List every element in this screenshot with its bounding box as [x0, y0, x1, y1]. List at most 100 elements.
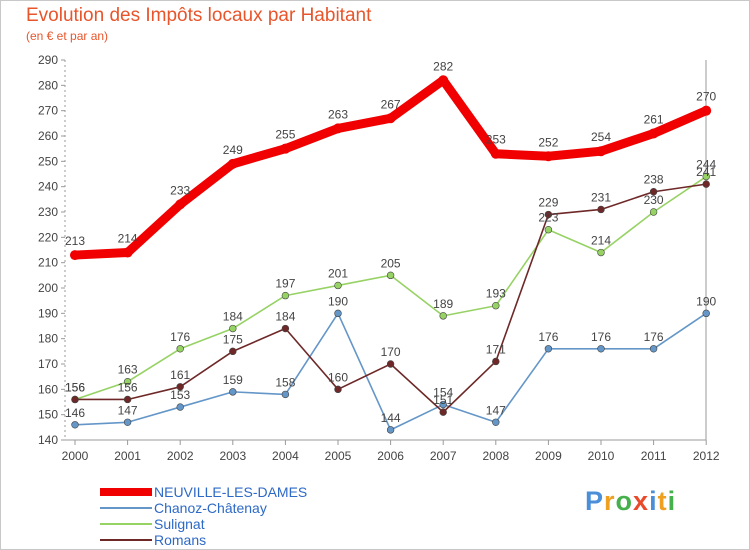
data-point [649, 188, 658, 196]
data-point [333, 123, 343, 134]
y-tick-label: 240 [38, 180, 58, 194]
data-label: 214 [591, 234, 611, 248]
data-point [334, 281, 342, 290]
data-label: 233 [170, 183, 190, 197]
data-label: 176 [538, 330, 558, 344]
data-point [176, 403, 184, 411]
data-label: 161 [170, 368, 190, 382]
proxiti-logo: Proxiti [585, 486, 677, 516]
data-label: 176 [170, 330, 190, 344]
data-label: 190 [328, 294, 348, 308]
data-point [71, 421, 79, 429]
data-point [490, 148, 501, 159]
data-point [123, 418, 132, 426]
legend-swatch [100, 488, 152, 496]
data-label: 213 [65, 234, 85, 248]
data-point [175, 199, 186, 210]
data-label: 252 [538, 135, 558, 149]
data-label: 184 [223, 310, 243, 324]
data-label: 159 [223, 373, 243, 387]
y-tick-label: 260 [38, 129, 58, 143]
x-tick-label: 2012 [693, 449, 720, 463]
data-point [334, 385, 342, 394]
data-point [543, 151, 554, 162]
data-label: 261 [644, 112, 664, 126]
data-point [281, 390, 290, 399]
data-point [439, 312, 447, 320]
data-point [702, 309, 710, 318]
data-label: 229 [538, 196, 558, 210]
data-point [123, 378, 132, 386]
data-point [176, 383, 184, 391]
data-label: 205 [381, 256, 401, 270]
legend-item: Chanoz-Châtenay [100, 500, 307, 516]
data-label: 189 [433, 297, 453, 311]
x-tick-label: 2011 [641, 449, 667, 463]
data-label: 175 [223, 332, 243, 346]
data-label: 193 [486, 287, 506, 301]
y-tick-label: 170 [38, 357, 58, 371]
y-tick-label: 270 [38, 104, 58, 118]
chart-title: Evolution des Impôts locaux par Habitant [26, 5, 372, 26]
data-point [701, 105, 712, 116]
legend-label: Chanoz-Châtenay [154, 500, 267, 516]
legend: NEUVILLE-LES-DAMES Chanoz-Châtenay Suligna… [100, 484, 307, 548]
data-label: 253 [486, 133, 506, 147]
data-point [70, 250, 80, 261]
data-label: 171 [486, 342, 506, 356]
data-label: 238 [644, 173, 664, 187]
data-label: 176 [591, 330, 611, 344]
data-label: 255 [275, 128, 295, 142]
y-tick-label: 230 [38, 205, 58, 219]
data-label: 163 [118, 363, 138, 377]
legend-item: NEUVILLE-LES-DAMES [100, 484, 307, 500]
data-point [649, 208, 658, 216]
data-label: 158 [275, 375, 295, 389]
x-tick-label: 2001 [114, 449, 141, 463]
data-label: 146 [65, 406, 85, 420]
data-point [597, 345, 605, 353]
x-tick-label: 2004 [272, 449, 299, 463]
x-tick-label: 2000 [62, 449, 89, 463]
legend-label: Sulignat [154, 516, 205, 532]
data-point [229, 347, 237, 356]
y-tick-label: 150 [38, 408, 58, 422]
chart-subtitle: (en € et par an) [26, 29, 109, 43]
data-point [386, 360, 395, 368]
y-tick-label: 200 [38, 281, 58, 295]
data-label: 201 [328, 266, 348, 280]
data-point [280, 143, 291, 154]
x-tick-label: 2005 [325, 449, 352, 463]
data-label: 156 [65, 380, 85, 394]
data-point [702, 172, 710, 181]
data-label: 153 [170, 388, 190, 402]
data-point [544, 210, 553, 219]
data-label: 249 [223, 143, 243, 157]
x-tick-label: 2003 [219, 449, 246, 463]
data-point [229, 388, 237, 396]
data-point [281, 324, 290, 333]
y-tick-label: 290 [38, 53, 58, 67]
data-label: 170 [381, 345, 401, 359]
data-label: 254 [591, 130, 611, 144]
data-point [122, 247, 133, 258]
data-point [648, 128, 659, 139]
data-point [385, 113, 396, 124]
data-point [702, 180, 710, 188]
data-point [492, 302, 500, 310]
data-point [281, 291, 290, 300]
data-label: 156 [65, 380, 85, 394]
data-point [438, 75, 449, 86]
data-label: 267 [381, 97, 401, 111]
legend-label: Romans [154, 532, 207, 548]
data-point [334, 309, 342, 318]
y-tick-label: 160 [38, 382, 58, 396]
data-label: 184 [275, 310, 295, 324]
data-point [492, 418, 500, 426]
data-label: 156 [118, 380, 138, 394]
data-label: 230 [644, 193, 664, 207]
x-tick-label: 2008 [482, 449, 509, 463]
data-point [386, 426, 395, 434]
